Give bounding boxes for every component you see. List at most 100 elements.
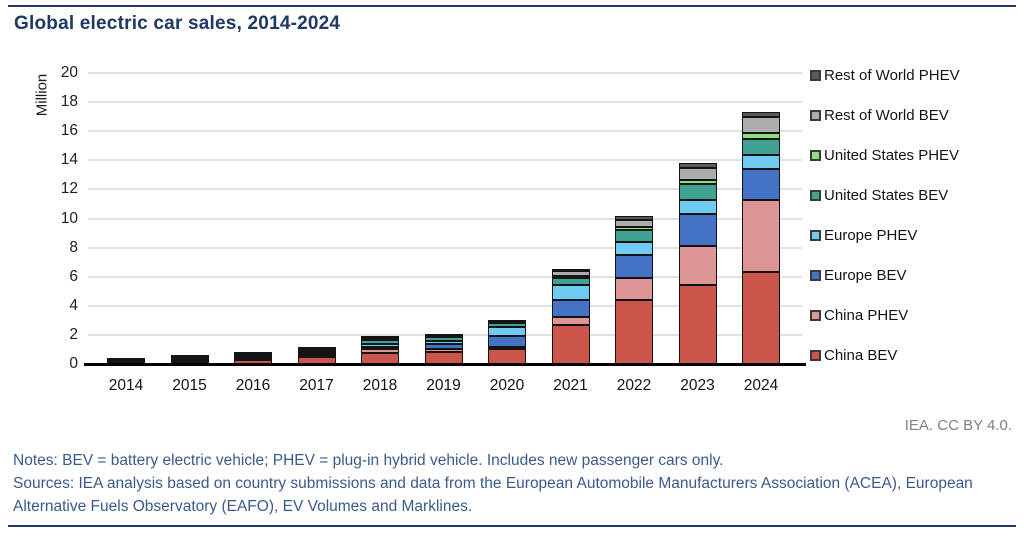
y-tick-label-0: 0 <box>69 355 78 372</box>
bar-segment-2015-china-phev <box>170 360 209 362</box>
bar-2019 <box>424 333 463 364</box>
bar-segment-2015-united-states-phev <box>170 356 209 358</box>
legend-swatch-icon <box>810 70 821 81</box>
bar-segment-2021-europe-bev <box>551 300 590 318</box>
stacked-bar-chart: Million 0 2 4 6 8 10 12 14 16 18 20 2014 2015 2016 20… <box>34 64 960 394</box>
bar-segment-2018-china-phev <box>361 349 399 354</box>
y-tick-label-4: 4 <box>69 296 78 314</box>
bar-segment-2022-rest-of-world-phev <box>615 215 653 221</box>
bar-segment-2019-rest-of-world-phev <box>424 333 463 335</box>
bar-segment-2024-china-bev <box>742 272 780 364</box>
bar-segment-2022-china-phev <box>615 278 653 300</box>
bar-segment-2019-united-states-bev <box>424 337 463 341</box>
x-tick-label-2017: 2017 <box>299 377 334 394</box>
bar-segment-2018-rest-of-world-bev <box>361 336 399 339</box>
bar-segment-2014-united-states-bev <box>107 360 145 362</box>
gridline-8 <box>88 246 802 249</box>
notes-line: Notes: BEV = battery electric vehicle; P… <box>13 452 724 469</box>
gridline-18 <box>88 101 802 104</box>
bar-segment-2016-rest-of-world-phev <box>234 352 272 353</box>
x-tick-label-2020: 2020 <box>489 377 525 394</box>
bar-segment-2015-europe-phev <box>170 358 209 360</box>
bar-segment-2019-china-phev <box>424 348 463 352</box>
bar-segment-2014-europe-phev <box>107 361 145 362</box>
bar-segment-2024-europe-bev <box>742 169 780 201</box>
bar-segment-2021-united-states-phev <box>551 276 590 279</box>
bar-segment-2018-united-states-phev <box>361 338 399 341</box>
bar-segment-2020-rest-of-world-phev <box>488 320 526 322</box>
bar-segment-2019-rest-of-world-bev <box>424 334 463 336</box>
bar-segment-2016-rest-of-world-bev <box>234 352 272 354</box>
legend-item-china-bev: China BEV <box>810 347 960 364</box>
bar-segment-2014-rest-of-world-bev <box>107 358 145 360</box>
bar-2022 <box>615 215 653 364</box>
legend-label: Rest of World BEV <box>824 107 949 124</box>
bar-segment-2015-rest-of-world-bev <box>170 356 209 357</box>
plot-area <box>88 72 802 364</box>
bar-2021 <box>551 269 590 364</box>
bar-segment-2023-rest-of-world-phev <box>678 163 717 169</box>
gridline-14 <box>88 159 802 162</box>
bar-segment-2015-china-bev <box>170 361 209 364</box>
x-tick-label-2016: 2016 <box>235 377 271 394</box>
bar-segment-2018-united-states-bev <box>361 340 399 344</box>
y-tick-label-14: 14 <box>60 151 78 169</box>
gridline-16 <box>88 130 802 133</box>
bar-2024 <box>742 112 780 364</box>
bar-segment-2020-united-states-bev <box>488 323 526 327</box>
bar-segment-2024-rest-of-world-phev <box>742 112 780 118</box>
bar-segment-2018-rest-of-world-phev <box>361 335 399 337</box>
bar-segment-2017-united-states-phev <box>297 348 336 350</box>
legend-label: Europe BEV <box>824 267 907 284</box>
bar-segment-2021-united-states-bev <box>551 278 590 286</box>
bar-segment-2014-rest-of-world-phev <box>107 358 145 359</box>
bar-2017 <box>297 346 336 364</box>
legend-item-rest-of-world-bev: Rest of World BEV <box>810 107 960 124</box>
x-tick-label-2023: 2023 <box>680 377 715 394</box>
y-tick-label-18: 18 <box>60 93 78 111</box>
legend-swatch-icon <box>810 230 821 241</box>
bar-segment-2017-china-phev <box>297 355 336 358</box>
y-tick-label-6: 6 <box>69 267 78 285</box>
bar-segment-2014-united-states-phev <box>107 359 145 361</box>
bar-segment-2020-europe-phev <box>488 326 526 337</box>
legend-label: Europe PHEV <box>824 227 918 244</box>
bar-segment-2023-rest-of-world-bev <box>678 168 717 180</box>
gridline-12 <box>88 188 802 191</box>
bar-segment-2024-rest-of-world-bev <box>742 117 780 134</box>
legend-item-china-phev: China PHEV <box>810 307 960 324</box>
gridline-10 <box>88 217 802 220</box>
bar-segment-2019-europe-bev <box>424 343 463 349</box>
bar-segment-2023-united-states-bev <box>678 184 717 201</box>
top-rule <box>8 5 1016 7</box>
bottom-rule <box>8 525 1016 527</box>
bar-segment-2019-united-states-phev <box>424 335 463 338</box>
license-attribution: IEA. CC BY 4.0. <box>904 417 1012 434</box>
chart-legend: Rest of World PHEV Rest of World BEV Unite… <box>810 67 960 364</box>
bar-segment-2016-europe-bev <box>234 357 272 360</box>
bar-segment-2016-united-states-phev <box>234 353 272 355</box>
bar-segment-2022-europe-bev <box>615 254 653 279</box>
bar-segment-2024-china-phev <box>742 200 780 273</box>
bar-segment-2021-china-phev <box>551 317 590 325</box>
bar-segment-2017-united-states-bev <box>297 349 336 352</box>
bar-segment-2023-china-phev <box>678 246 717 286</box>
x-tick-label-2014: 2014 <box>108 377 144 394</box>
x-tick-label-2019: 2019 <box>426 377 461 394</box>
bar-segment-2023-europe-bev <box>678 214 717 247</box>
legend-item-europe-phev: Europe PHEV <box>810 227 960 244</box>
bar-segment-2020-united-states-phev <box>488 322 526 324</box>
legend-item-europe-bev: Europe BEV <box>810 267 960 284</box>
bar-segment-2020-china-phev <box>488 347 526 350</box>
bar-segment-2014-europe-bev <box>107 361 145 363</box>
legend-swatch-icon <box>810 310 821 321</box>
bar-segment-2022-rest-of-world-bev <box>615 220 653 228</box>
notes-block: Notes: BEV = battery electric vehicle; P… <box>13 449 1015 518</box>
bar-segment-2022-china-bev <box>615 299 653 364</box>
y-tick-label-8: 8 <box>69 238 78 256</box>
gridline-6 <box>88 275 802 278</box>
x-tick-label-2024: 2024 <box>743 377 779 394</box>
bar-segment-2017-rest-of-world-bev <box>297 347 336 349</box>
gridline-20 <box>88 72 802 74</box>
bar-segment-2023-europe-phev <box>678 200 717 215</box>
